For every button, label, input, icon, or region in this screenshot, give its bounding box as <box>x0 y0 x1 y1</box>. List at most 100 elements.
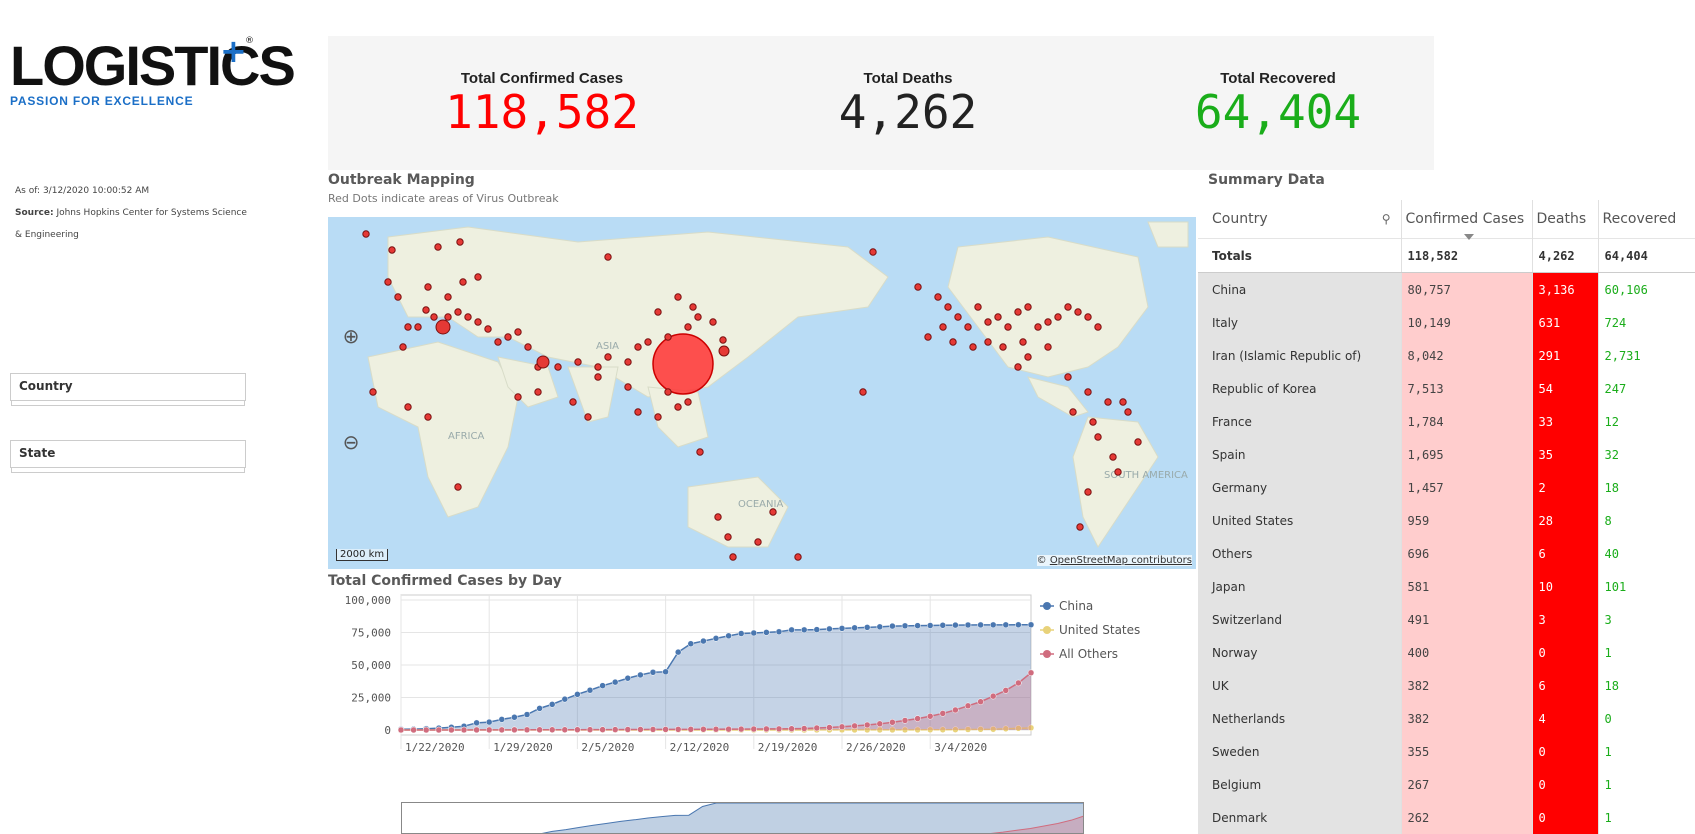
outbreak-dot[interactable] <box>994 313 1002 321</box>
outbreak-dot[interactable] <box>1019 338 1027 346</box>
table-row[interactable]: Netherlands 382 4 0 <box>1198 702 1695 735</box>
series-point[interactable] <box>473 719 480 727</box>
series-point[interactable] <box>561 695 569 703</box>
series-point[interactable] <box>498 726 506 734</box>
outbreak-dot[interactable] <box>714 513 722 521</box>
series-point[interactable] <box>964 702 972 710</box>
series-point[interactable] <box>637 726 644 733</box>
outbreak-dot[interactable] <box>1024 353 1032 361</box>
series-point[interactable] <box>574 691 581 698</box>
series-point[interactable] <box>586 686 594 694</box>
outbreak-dot[interactable] <box>1109 453 1117 461</box>
col-header-recovered[interactable]: Recovered <box>1598 200 1695 239</box>
series-point[interactable] <box>863 721 871 729</box>
outbreak-dot[interactable] <box>719 336 727 344</box>
outbreak-dot[interactable] <box>464 313 472 321</box>
series-point[interactable] <box>737 725 745 733</box>
outbreak-dot[interactable] <box>1069 408 1077 416</box>
series-point[interactable] <box>863 624 871 631</box>
series-point[interactable] <box>813 724 821 732</box>
outbreak-dot[interactable] <box>664 333 672 341</box>
series-point[interactable] <box>1015 725 1022 732</box>
table-row[interactable]: Spain 1,695 35 32 <box>1198 438 1695 471</box>
series-point[interactable] <box>1027 621 1035 629</box>
outbreak-dot[interactable] <box>694 313 702 321</box>
table-row[interactable]: Belgium 267 0 1 <box>1198 768 1695 801</box>
outbreak-dot[interactable] <box>524 343 532 351</box>
outbreak-dot[interactable] <box>654 413 662 421</box>
outbreak-dot[interactable] <box>1064 373 1072 381</box>
series-point[interactable] <box>574 726 581 733</box>
outbreak-dot[interactable] <box>388 246 396 254</box>
series-point[interactable] <box>674 726 682 733</box>
series-point[interactable] <box>599 726 606 733</box>
outbreak-dot[interactable] <box>594 363 602 371</box>
table-row[interactable]: China 80,757 3,136 60,106 <box>1198 272 1695 306</box>
outbreak-dot[interactable] <box>384 278 392 286</box>
outbreak-dot[interactable] <box>729 553 737 561</box>
range-overview-chart[interactable] <box>401 802 1084 834</box>
series-point[interactable] <box>536 705 543 712</box>
series-point[interactable] <box>511 714 518 721</box>
series-point[interactable] <box>700 726 707 733</box>
outbreak-dot[interactable] <box>404 323 412 331</box>
outbreak-dot[interactable] <box>594 373 602 381</box>
outbreak-dot[interactable] <box>944 303 952 311</box>
outbreak-dot[interactable] <box>1074 308 1082 316</box>
col-header-confirmed[interactable]: Confirmed Cases <box>1401 200 1533 240</box>
series-point[interactable] <box>599 682 606 689</box>
series-point[interactable] <box>523 711 531 718</box>
series-point[interactable] <box>624 726 632 733</box>
table-row[interactable]: Republic of Korea 7,513 54 247 <box>1198 372 1695 405</box>
series-point[interactable] <box>611 678 619 686</box>
outbreak-dot[interactable] <box>1119 398 1127 406</box>
outbreak-dot[interactable] <box>454 483 462 491</box>
outbreak-dot[interactable] <box>514 393 522 401</box>
series-point[interactable] <box>838 723 846 731</box>
outbreak-dot[interactable] <box>696 448 704 456</box>
outbreak-dot[interactable] <box>514 328 522 336</box>
outbreak-dot[interactable] <box>569 398 577 406</box>
outbreak-dot[interactable] <box>969 343 977 351</box>
outbreak-dot[interactable] <box>1024 303 1032 311</box>
series-point[interactable] <box>800 725 808 732</box>
col-header-deaths[interactable]: Deaths <box>1532 200 1599 239</box>
series-point[interactable] <box>674 648 682 656</box>
series-point[interactable] <box>952 621 959 629</box>
table-row[interactable]: Japan 581 10 101 <box>1198 570 1695 603</box>
series-point[interactable] <box>826 625 833 633</box>
series-point[interactable] <box>460 726 468 734</box>
outbreak-dot[interactable] <box>689 303 697 311</box>
outbreak-dot[interactable] <box>1044 318 1052 326</box>
outbreak-dot[interactable] <box>1089 418 1097 426</box>
series-point[interactable] <box>548 726 556 734</box>
series-point[interactable] <box>548 701 556 708</box>
table-row[interactable]: UK 382 6 18 <box>1198 669 1695 702</box>
table-row[interactable]: United States 959 28 8 <box>1198 504 1695 537</box>
table-row[interactable]: Others 696 6 40 <box>1198 537 1695 570</box>
series-point[interactable] <box>876 720 884 728</box>
outbreak-dot[interactable] <box>984 338 992 346</box>
table-row[interactable]: Norway 400 0 1 <box>1198 636 1695 669</box>
series-point[interactable] <box>889 719 896 726</box>
outbreak-dot[interactable] <box>964 323 972 331</box>
series-point[interactable] <box>926 713 934 720</box>
outbreak-dot[interactable] <box>454 308 462 316</box>
series-point[interactable] <box>662 726 669 733</box>
series-point[interactable] <box>523 726 531 734</box>
series-point[interactable] <box>889 622 896 630</box>
series-point[interactable] <box>939 710 947 717</box>
series-point[interactable] <box>1002 687 1010 694</box>
col-header-country[interactable]: Country ⚲ <box>1198 200 1402 239</box>
series-point[interactable] <box>788 725 795 732</box>
outbreak-dot[interactable] <box>869 248 877 256</box>
outbreak-dot[interactable] <box>1064 303 1072 311</box>
series-point[interactable] <box>901 726 909 734</box>
series-point[interactable] <box>800 626 808 634</box>
outbreak-dot[interactable] <box>1044 343 1052 351</box>
outbreak-dot[interactable] <box>724 533 732 541</box>
outbreak-dot[interactable] <box>399 343 407 351</box>
series-point[interactable] <box>977 698 984 705</box>
series-point[interactable] <box>926 622 934 629</box>
series-point[interactable] <box>649 669 657 676</box>
